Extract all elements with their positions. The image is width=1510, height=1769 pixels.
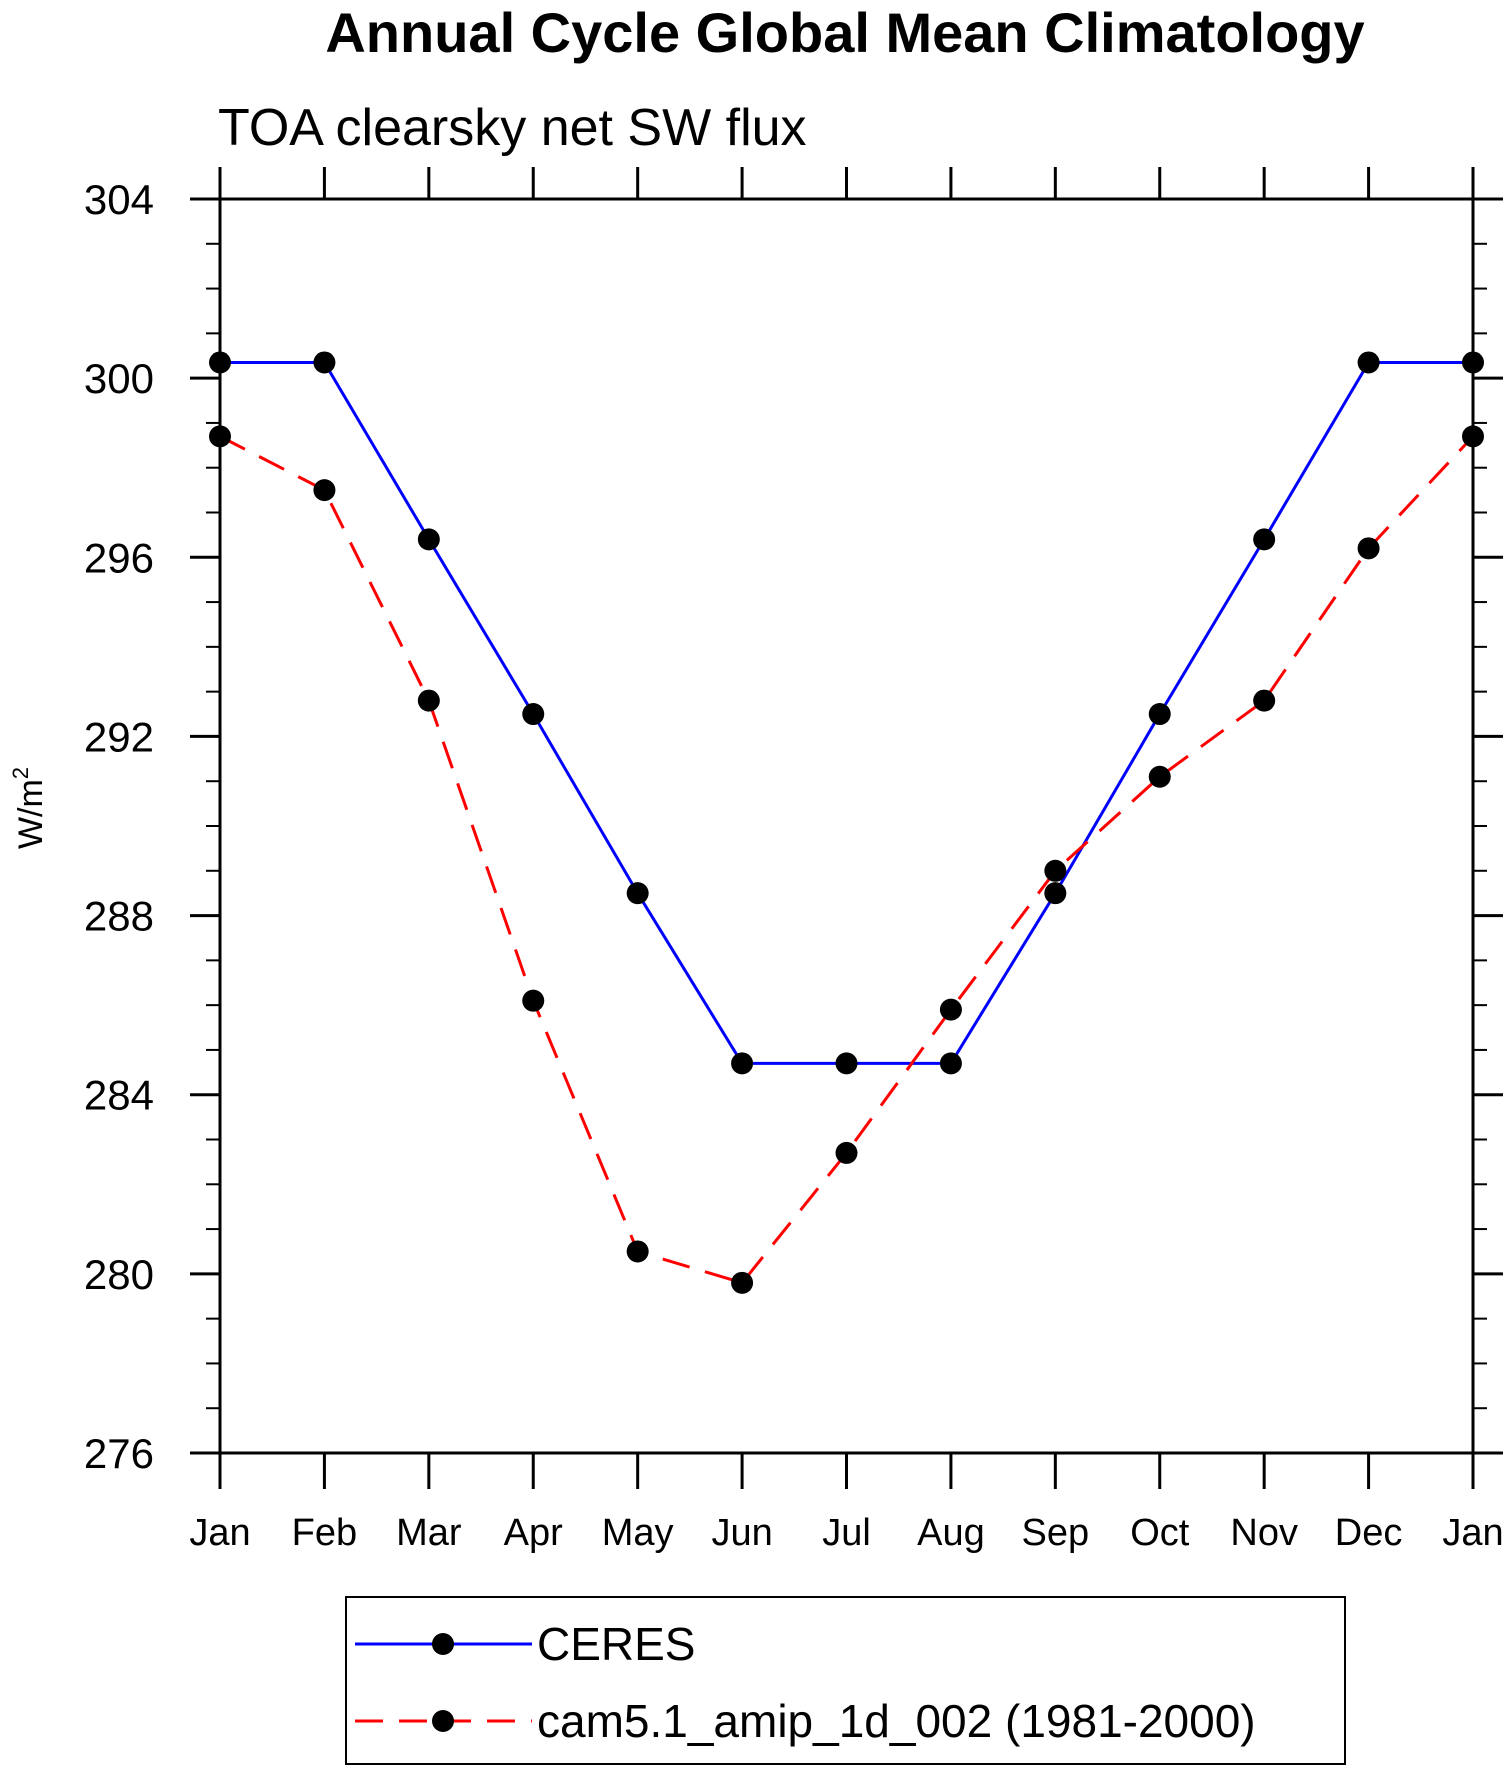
series-1-point	[1044, 882, 1067, 905]
series-line-1	[220, 360, 1473, 1065]
plot-frame	[218, 197, 1475, 1455]
y-tick-label: 296	[84, 534, 154, 581]
series-2-point	[1462, 425, 1484, 448]
series-2-point	[1148, 765, 1171, 788]
series-2-point	[313, 479, 336, 502]
series-2-point	[1357, 537, 1380, 560]
legend-label-1: CERES	[537, 1618, 695, 1670]
y-axis-label-text: W/m	[12, 779, 50, 849]
series-2-point	[1044, 859, 1067, 882]
chart-title: Annual Cycle Global Mean Climatology	[325, 1, 1364, 64]
y-axis-label-superscript: 2	[8, 767, 33, 779]
series-1-point	[1462, 351, 1484, 374]
x-tick-label: Sep	[1022, 1512, 1090, 1554]
series-1-point	[835, 1052, 858, 1075]
series-1-point	[939, 1052, 962, 1075]
y-tick-label: 288	[84, 893, 154, 940]
legend-swatch-marker-1	[432, 1633, 454, 1655]
x-tick-label: Nov	[1230, 1512, 1298, 1554]
y-axis-label: W/m2	[8, 767, 50, 849]
series-2-point	[731, 1271, 754, 1294]
series-1-point	[1253, 528, 1276, 551]
x-tick-label: Feb	[292, 1512, 357, 1554]
x-tick-label: Mar	[396, 1512, 462, 1554]
x-tick-label: Aug	[917, 1512, 985, 1554]
series-1-point	[1148, 703, 1171, 726]
y-tick-label: 292	[84, 713, 154, 760]
legend-label-2: cam5.1_amip_1d_002 (1981-2000)	[537, 1695, 1256, 1747]
x-tick-label: May	[602, 1512, 674, 1554]
axes: 276 280 284 288 292 296 300 304 Jan Feb Mar Apr May J…	[84, 167, 1504, 1554]
series-2-point	[1253, 689, 1276, 712]
legend: CERES cam5.1_amip_1d_002 (1981-2000)	[345, 1596, 1346, 1765]
x-tick-label: Dec	[1335, 1512, 1403, 1554]
series-2-point	[939, 998, 962, 1021]
x-tick-label: Jan	[1442, 1512, 1503, 1554]
series-2-point	[209, 425, 231, 448]
legend-swatch-marker-2	[432, 1710, 454, 1732]
series-1-point	[1357, 351, 1380, 374]
x-tick-label: Apr	[504, 1512, 563, 1554]
series-2-point	[522, 989, 545, 1012]
series-1-point	[417, 528, 440, 551]
y-tick-label: 276	[84, 1430, 154, 1477]
series-1-point	[522, 703, 545, 726]
legend-box	[345, 1596, 1346, 1765]
series-1-point	[209, 351, 231, 374]
series-1-point	[313, 351, 336, 374]
x-tick-label: Jul	[822, 1512, 871, 1554]
y-tick-label: 304	[84, 176, 154, 223]
x-tick-label: Jan	[189, 1512, 250, 1554]
y-tick-label: 300	[84, 355, 154, 402]
series-1-point	[626, 882, 649, 905]
y-tick-label: 280	[84, 1251, 154, 1298]
x-tick-label: Oct	[1130, 1512, 1190, 1554]
series-layer	[209, 351, 1484, 1294]
y-tick-label: 284	[84, 1072, 154, 1119]
chart-subtitle: TOA clearsky net SW flux	[218, 99, 807, 157]
series-2-point	[626, 1240, 649, 1263]
x-tick-label: Jun	[711, 1512, 772, 1554]
series-2-point	[417, 689, 440, 712]
series-1-point	[731, 1052, 754, 1075]
series-2-point	[835, 1141, 858, 1164]
